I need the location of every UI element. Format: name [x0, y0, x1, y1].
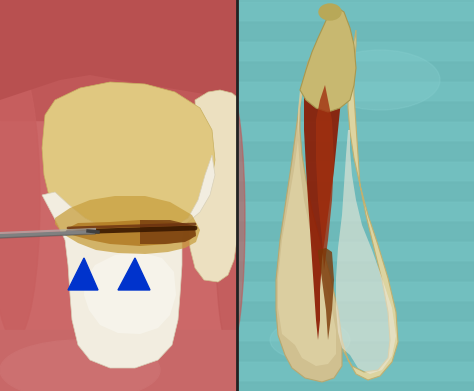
Ellipse shape	[215, 90, 245, 350]
Polygon shape	[336, 130, 396, 374]
Ellipse shape	[0, 340, 160, 391]
Bar	[237, 102, 474, 120]
Ellipse shape	[0, 60, 40, 340]
Polygon shape	[188, 90, 237, 282]
Bar	[0, 0, 237, 120]
Ellipse shape	[320, 50, 440, 110]
Polygon shape	[42, 82, 215, 240]
Polygon shape	[84, 252, 176, 334]
Bar	[237, 322, 474, 340]
Bar	[0, 0, 237, 391]
Polygon shape	[304, 20, 344, 340]
Ellipse shape	[319, 4, 341, 20]
Bar	[237, 302, 474, 320]
Bar	[237, 0, 474, 391]
Bar	[237, 2, 474, 20]
Polygon shape	[316, 85, 334, 270]
Polygon shape	[0, 0, 237, 100]
Polygon shape	[55, 196, 200, 254]
Bar	[237, 222, 474, 240]
Bar	[237, 122, 474, 140]
Polygon shape	[42, 155, 215, 368]
Ellipse shape	[270, 320, 350, 360]
Polygon shape	[68, 220, 196, 246]
Polygon shape	[342, 30, 398, 380]
Bar	[237, 242, 474, 260]
Polygon shape	[300, 8, 356, 112]
Bar	[237, 262, 474, 280]
Bar	[237, 362, 474, 380]
Polygon shape	[140, 220, 196, 244]
Polygon shape	[68, 258, 98, 290]
Bar	[237, 62, 474, 80]
Polygon shape	[276, 58, 342, 382]
Bar	[237, 42, 474, 60]
Bar	[237, 182, 474, 200]
Bar	[237, 342, 474, 360]
Bar	[237, 202, 474, 220]
Bar	[237, 282, 474, 300]
Polygon shape	[118, 258, 150, 290]
Bar	[237, 142, 474, 160]
Bar	[0, 330, 237, 391]
Bar	[237, 162, 474, 180]
Polygon shape	[318, 248, 334, 340]
Bar	[237, 22, 474, 40]
Bar	[237, 382, 474, 391]
Polygon shape	[278, 68, 336, 366]
Bar	[237, 82, 474, 100]
